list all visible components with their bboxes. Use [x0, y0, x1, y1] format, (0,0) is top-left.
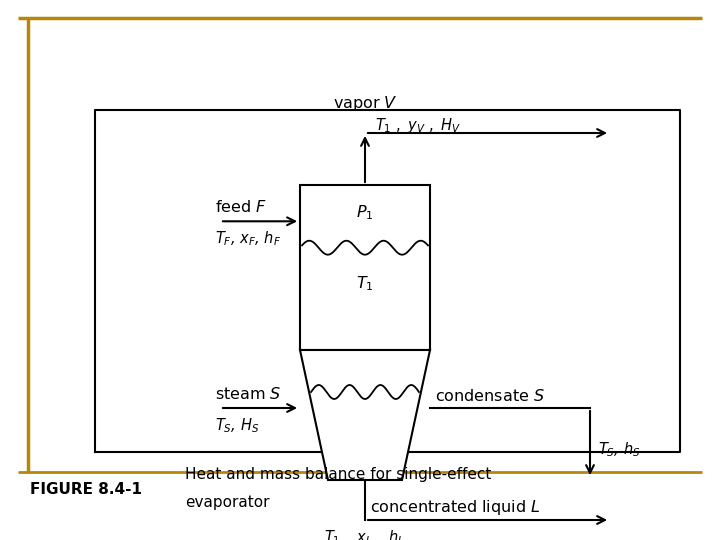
- Text: $T_1\ ,\ x_L\ ,\ h_L$: $T_1\ ,\ x_L\ ,\ h_L$: [325, 528, 405, 540]
- Text: Heat and mass balance for single-effect: Heat and mass balance for single-effect: [185, 467, 491, 482]
- Text: steam $S$: steam $S$: [215, 386, 282, 402]
- Polygon shape: [300, 350, 430, 480]
- Text: $T_{S}$, $H_S$: $T_{S}$, $H_S$: [215, 416, 259, 435]
- Text: $T_S$, $h_S$: $T_S$, $h_S$: [598, 441, 641, 460]
- Text: concentrated liquid $L$: concentrated liquid $L$: [370, 498, 540, 517]
- Text: condensate $S$: condensate $S$: [435, 388, 545, 404]
- Text: $T_1\ ,\ y_V\ ,\ H_V$: $T_1\ ,\ y_V\ ,\ H_V$: [375, 116, 462, 135]
- Text: feed $F$: feed $F$: [215, 199, 267, 215]
- Text: evaporator: evaporator: [185, 495, 269, 510]
- Text: $P_1$: $P_1$: [356, 204, 374, 222]
- Text: $T_1$: $T_1$: [356, 275, 374, 293]
- Text: FIGURE 8.4-1: FIGURE 8.4-1: [30, 483, 142, 497]
- Text: vapor $V$: vapor $V$: [333, 94, 397, 113]
- Bar: [300, 185, 430, 350]
- Text: $T_F$, $x_F$, $h_F$: $T_F$, $x_F$, $h_F$: [215, 230, 281, 248]
